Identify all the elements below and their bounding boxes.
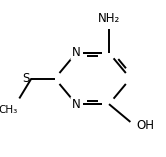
Text: S: S: [22, 72, 29, 85]
Text: CH₃: CH₃: [0, 105, 17, 115]
Text: N: N: [72, 98, 81, 111]
Text: N: N: [72, 46, 81, 59]
Text: NH₂: NH₂: [98, 12, 120, 25]
Text: OH: OH: [137, 119, 155, 132]
